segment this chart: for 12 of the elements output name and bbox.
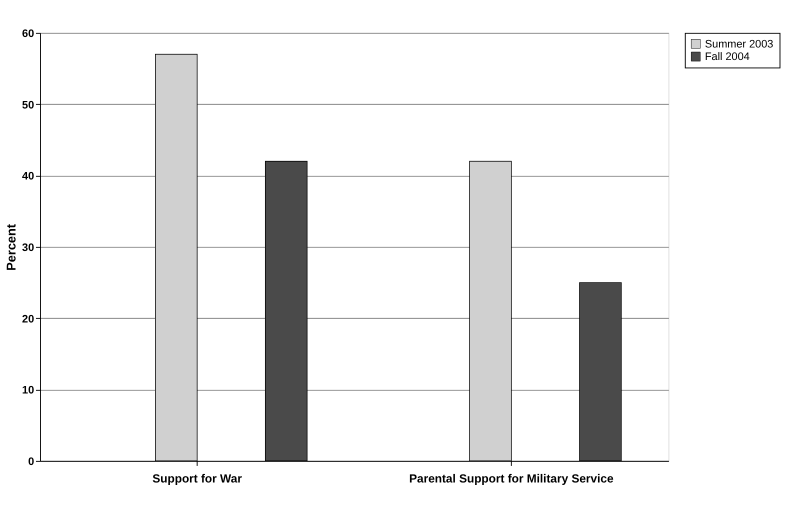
y-tick-label: 40 xyxy=(22,170,34,183)
y-tick-label: 20 xyxy=(22,313,34,326)
y-tick-label: 60 xyxy=(22,28,34,40)
y-tick-label: 0 xyxy=(28,456,34,468)
y-tick-label: 50 xyxy=(22,99,34,112)
y-tick-label: 10 xyxy=(22,384,34,397)
x-tick-label: Parental Support for Military Service xyxy=(409,471,614,486)
x-tick-label: Support for War xyxy=(152,471,242,486)
y-axis-title: Percent xyxy=(4,223,19,271)
legend-label: Fall 2004 xyxy=(704,51,750,64)
legend-label: Summer 2003 xyxy=(704,38,774,50)
y-tick-label: 30 xyxy=(22,242,34,254)
